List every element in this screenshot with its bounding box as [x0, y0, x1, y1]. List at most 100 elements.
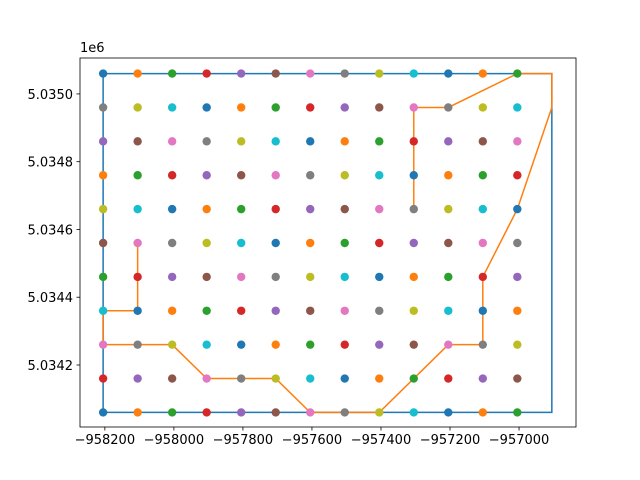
point: [375, 272, 384, 282]
point: [167, 69, 177, 78]
point: [98, 340, 108, 349]
point: [375, 137, 384, 146]
point: [133, 69, 142, 78]
x-tick-label: −957200: [420, 433, 481, 448]
point: [444, 137, 453, 146]
point: [513, 137, 522, 146]
point: [340, 204, 349, 214]
point: [444, 69, 453, 78]
point: [133, 103, 142, 112]
point: [375, 171, 384, 180]
point: [236, 408, 246, 417]
point: [513, 408, 522, 417]
point: [375, 374, 384, 383]
point: [306, 69, 315, 78]
point: [513, 272, 522, 282]
point: [444, 204, 453, 214]
point: [167, 103, 177, 112]
point: [202, 137, 211, 146]
point: [271, 69, 280, 78]
point: [478, 103, 488, 112]
point: [409, 171, 418, 180]
point: [167, 408, 177, 417]
point: [167, 306, 177, 315]
point: [133, 272, 142, 282]
point: [98, 306, 108, 315]
point: [478, 272, 488, 282]
y-tick-label: 5.0346: [28, 223, 74, 238]
point: [167, 204, 177, 214]
point: [306, 103, 315, 112]
point: [133, 374, 142, 383]
y-tick-label: 5.0342: [28, 359, 74, 374]
point: [236, 340, 246, 349]
point: [375, 340, 384, 349]
point: [340, 306, 349, 315]
point: [236, 204, 246, 214]
point: [340, 408, 349, 417]
point: [167, 374, 177, 383]
point: [306, 408, 315, 417]
point: [409, 69, 418, 78]
point: [133, 408, 142, 417]
point: [98, 204, 108, 214]
point: [340, 238, 349, 248]
point: [98, 408, 108, 417]
point: [133, 137, 142, 146]
point: [478, 204, 488, 214]
point: [202, 69, 211, 78]
point: [513, 238, 522, 248]
x-tick-label: −958000: [144, 433, 205, 448]
point: [340, 374, 349, 383]
point: [306, 272, 315, 282]
point: [98, 272, 108, 282]
point: [444, 408, 453, 417]
point: [340, 171, 349, 180]
point: [478, 374, 488, 383]
point: [98, 171, 108, 180]
point: [98, 374, 108, 383]
point: [202, 272, 211, 282]
point: [271, 306, 280, 315]
point: [409, 137, 418, 146]
point: [98, 238, 108, 248]
point: [478, 408, 488, 417]
point: [340, 272, 349, 282]
point: [271, 137, 280, 146]
point: [513, 69, 522, 78]
point: [306, 374, 315, 383]
point: [133, 340, 142, 349]
point: [340, 103, 349, 112]
point: [478, 69, 488, 78]
y-tick-label: 5.0348: [28, 156, 74, 171]
point: [375, 69, 384, 78]
point: [375, 408, 384, 417]
point: [98, 137, 108, 146]
point: [375, 306, 384, 315]
y-tick-label: 5.0344: [28, 291, 74, 306]
point: [236, 272, 246, 282]
x-tick-label: −957400: [351, 433, 412, 448]
point: [167, 272, 177, 282]
point: [133, 171, 142, 180]
point: [271, 204, 280, 214]
point: [409, 408, 418, 417]
point: [236, 137, 246, 146]
point: [513, 306, 522, 315]
point: [236, 171, 246, 180]
point: [478, 137, 488, 146]
point: [202, 171, 211, 180]
point: [133, 204, 142, 214]
point: [409, 272, 418, 282]
point: [202, 103, 211, 112]
point: [236, 374, 246, 383]
y-offset-label: 1e6: [80, 41, 105, 56]
point: [513, 204, 522, 214]
point: [444, 306, 453, 315]
point: [202, 204, 211, 214]
point: [478, 238, 488, 248]
point: [340, 340, 349, 349]
point: [444, 340, 453, 349]
